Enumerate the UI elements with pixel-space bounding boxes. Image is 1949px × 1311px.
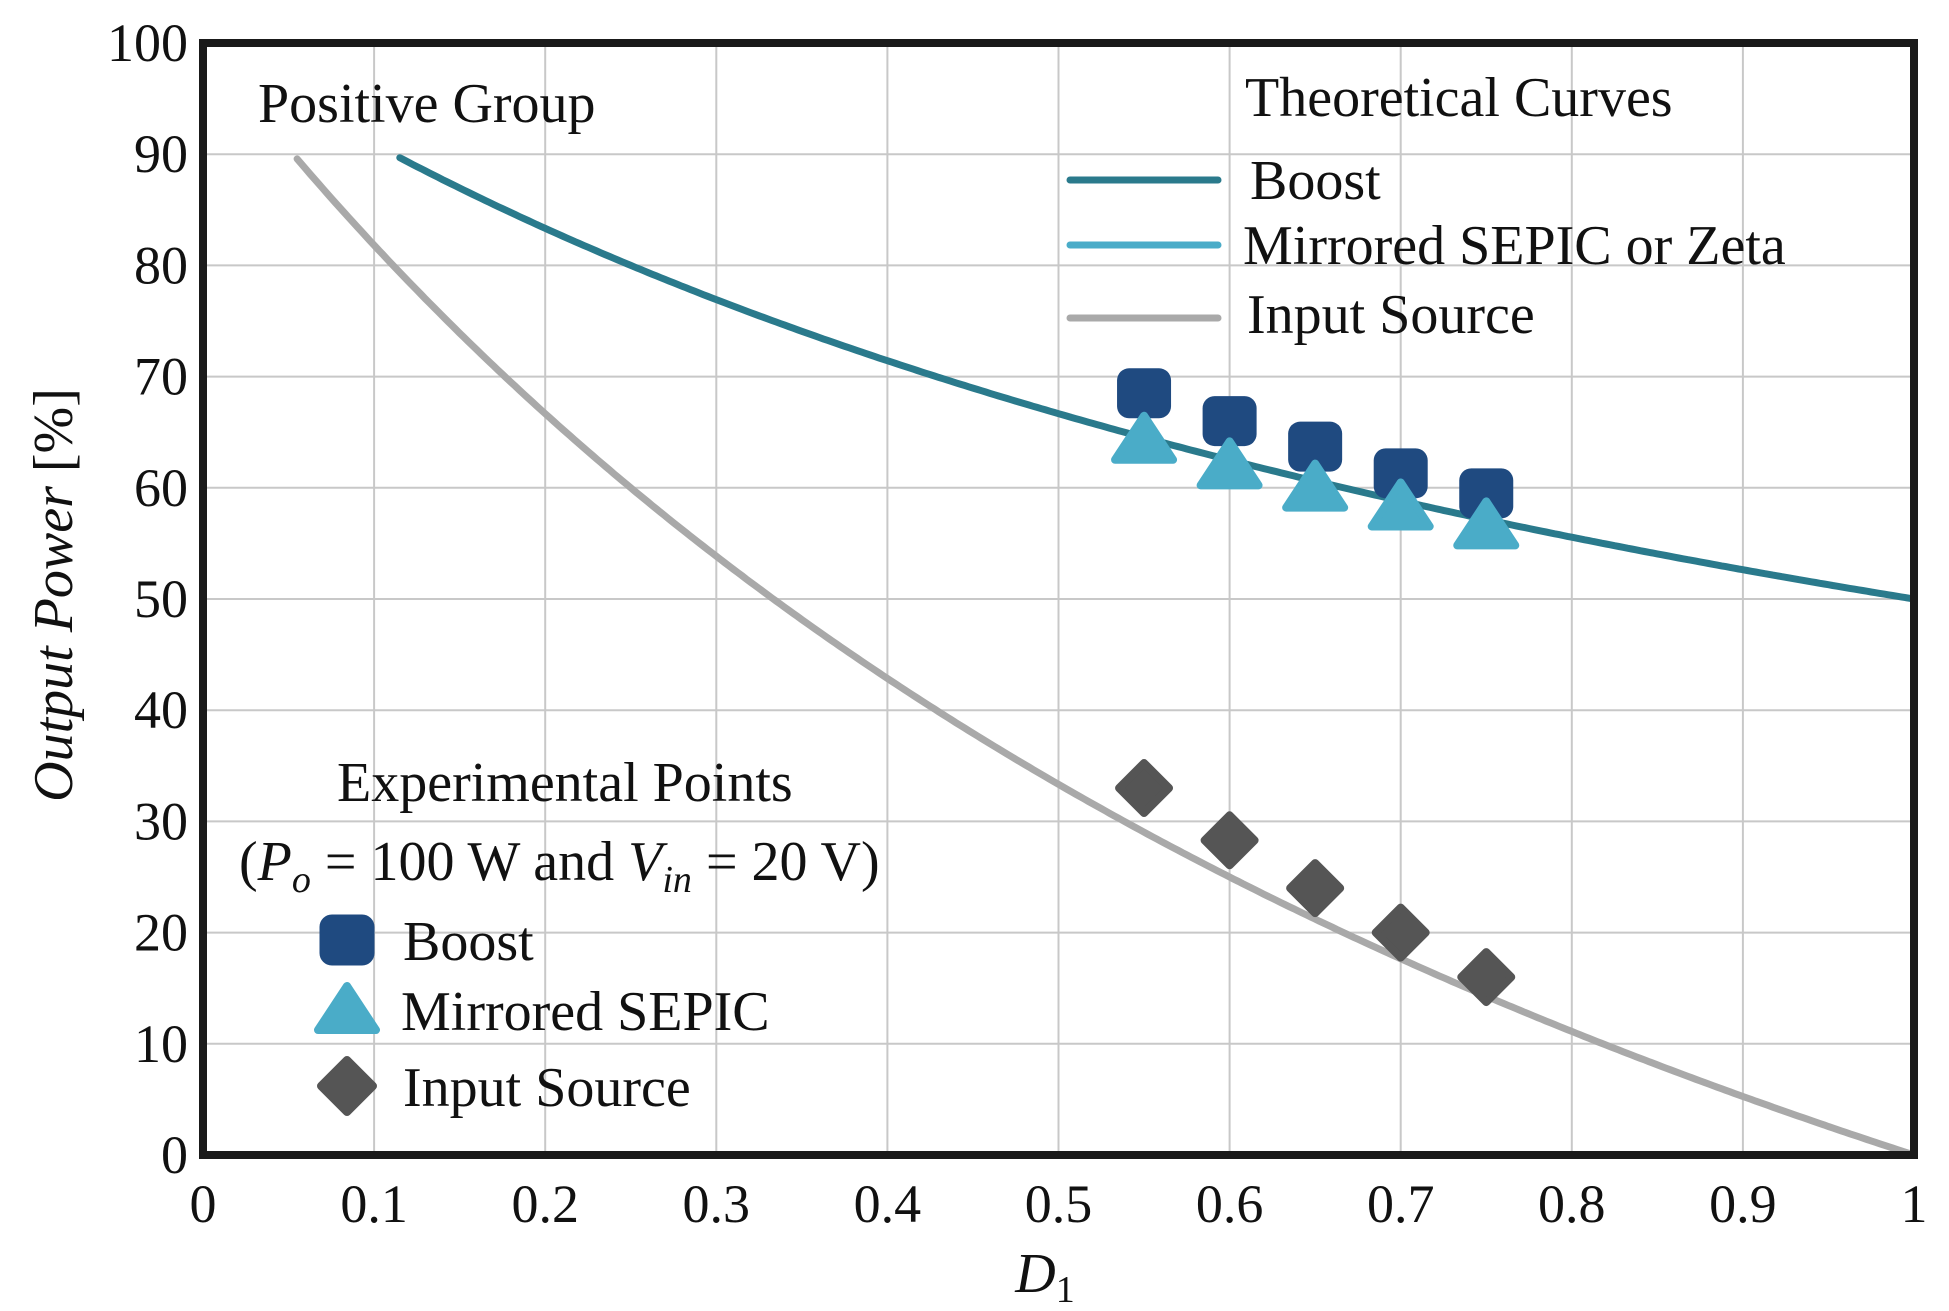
- experimental-legend: Experimental Points (Po = 100 W and Vin …: [239, 752, 880, 1119]
- x-tick-label: 1: [1901, 1174, 1928, 1234]
- point-mirrored-sepic-4: [1453, 497, 1520, 550]
- point-mirrored-sepic-2: [1282, 459, 1349, 512]
- legend-label-mirrored-sepic-points: Mirrored SEPIC: [401, 981, 770, 1043]
- y-tick-label: 50: [134, 569, 188, 629]
- x-tick-label: 0.2: [511, 1174, 579, 1234]
- point-mirrored-sepic-3: [1367, 478, 1434, 531]
- y-tick-label: 90: [134, 124, 188, 184]
- legend-label-input-source-curve: Input Source: [1247, 284, 1535, 346]
- y-tick-label: 20: [134, 903, 188, 963]
- tick-labels: 0 0.1 0.2 0.3 0.4 0.5 0.6 0.7 0.8 0.9 101020304050…: [107, 13, 1928, 1234]
- y-tick-label: 40: [134, 680, 188, 740]
- x-axis-label: D1: [1014, 1243, 1074, 1311]
- legend-marker-mirrored-sepic-triangle: [314, 982, 380, 1034]
- point-boost-4: [1459, 468, 1514, 519]
- legend-label-mirrored-sepic-zeta-curve: Mirrored SEPIC or Zeta: [1243, 215, 1786, 277]
- positive-group-annotation: Positive Group: [258, 73, 596, 135]
- point-boost-3: [1373, 448, 1428, 499]
- point-boost-1: [1202, 396, 1257, 447]
- point-input-source-1: [1200, 811, 1259, 870]
- y-axis-label: Output Power [%]: [23, 388, 85, 802]
- plot-frame: [199, 39, 1918, 1159]
- point-mirrored-sepic-1: [1196, 437, 1263, 490]
- x-tick-label: 0.3: [683, 1174, 751, 1234]
- grid-lines: [203, 43, 1914, 1155]
- x-tick-label: 0: [190, 1174, 217, 1234]
- y-axis-label-main: Output Power: [23, 486, 85, 802]
- x-axis-label-sub: 1: [1056, 1269, 1075, 1311]
- y-tick-label: 70: [134, 347, 188, 407]
- y-axis-label-unit: [%]: [23, 388, 85, 486]
- legend-label-boost-curve: Boost: [1250, 150, 1381, 212]
- x-tick-label: 0.9: [1709, 1174, 1777, 1234]
- x-tick-label: 0.8: [1538, 1174, 1606, 1234]
- y-tick-label: 60: [134, 458, 188, 518]
- point-input-source-3: [1371, 903, 1430, 962]
- point-input-source-0: [1115, 759, 1174, 818]
- x-tick-label: 0.1: [340, 1174, 408, 1234]
- theoretical-legend: Theoretical Curves Boost Mirrored SEPIC …: [1066, 67, 1786, 346]
- legend-label-input-source-points: Input Source: [403, 1057, 691, 1119]
- x-tick-label: 0.5: [1025, 1174, 1093, 1234]
- x-axis-label-main: D: [1014, 1243, 1055, 1305]
- experimental-condition: (Po = 100 W and Vin = 20 V): [239, 831, 880, 901]
- y-tick-label: 10: [134, 1014, 188, 1074]
- legend-label-boost-points: Boost: [403, 911, 534, 973]
- y-tick-label: 80: [134, 235, 188, 295]
- y-tick-label: 100: [107, 13, 188, 73]
- theoretical-legend-title: Theoretical Curves: [1245, 67, 1673, 129]
- experimental-legend-title: Experimental Points: [337, 752, 793, 814]
- y-tick-label: 30: [134, 791, 188, 851]
- x-tick-label: 0.4: [854, 1174, 922, 1234]
- experimental-points: [1111, 368, 1520, 1007]
- point-input-source-2: [1286, 859, 1345, 918]
- legend-marker-input-source-diamond: [317, 1056, 377, 1116]
- x-tick-label: 0.6: [1196, 1174, 1264, 1234]
- point-boost-0: [1117, 368, 1172, 419]
- y-tick-label: 0: [161, 1125, 188, 1185]
- legend-marker-boost-square: [319, 914, 375, 966]
- point-boost-2: [1288, 421, 1343, 472]
- x-tick-label: 0.7: [1367, 1174, 1435, 1234]
- point-input-source-4: [1457, 948, 1516, 1007]
- curve-input-source: [293, 155, 1918, 1159]
- point-mirrored-sepic-0: [1111, 411, 1178, 464]
